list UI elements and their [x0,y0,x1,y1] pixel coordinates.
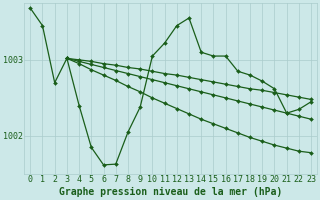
X-axis label: Graphe pression niveau de la mer (hPa): Graphe pression niveau de la mer (hPa) [59,187,282,197]
